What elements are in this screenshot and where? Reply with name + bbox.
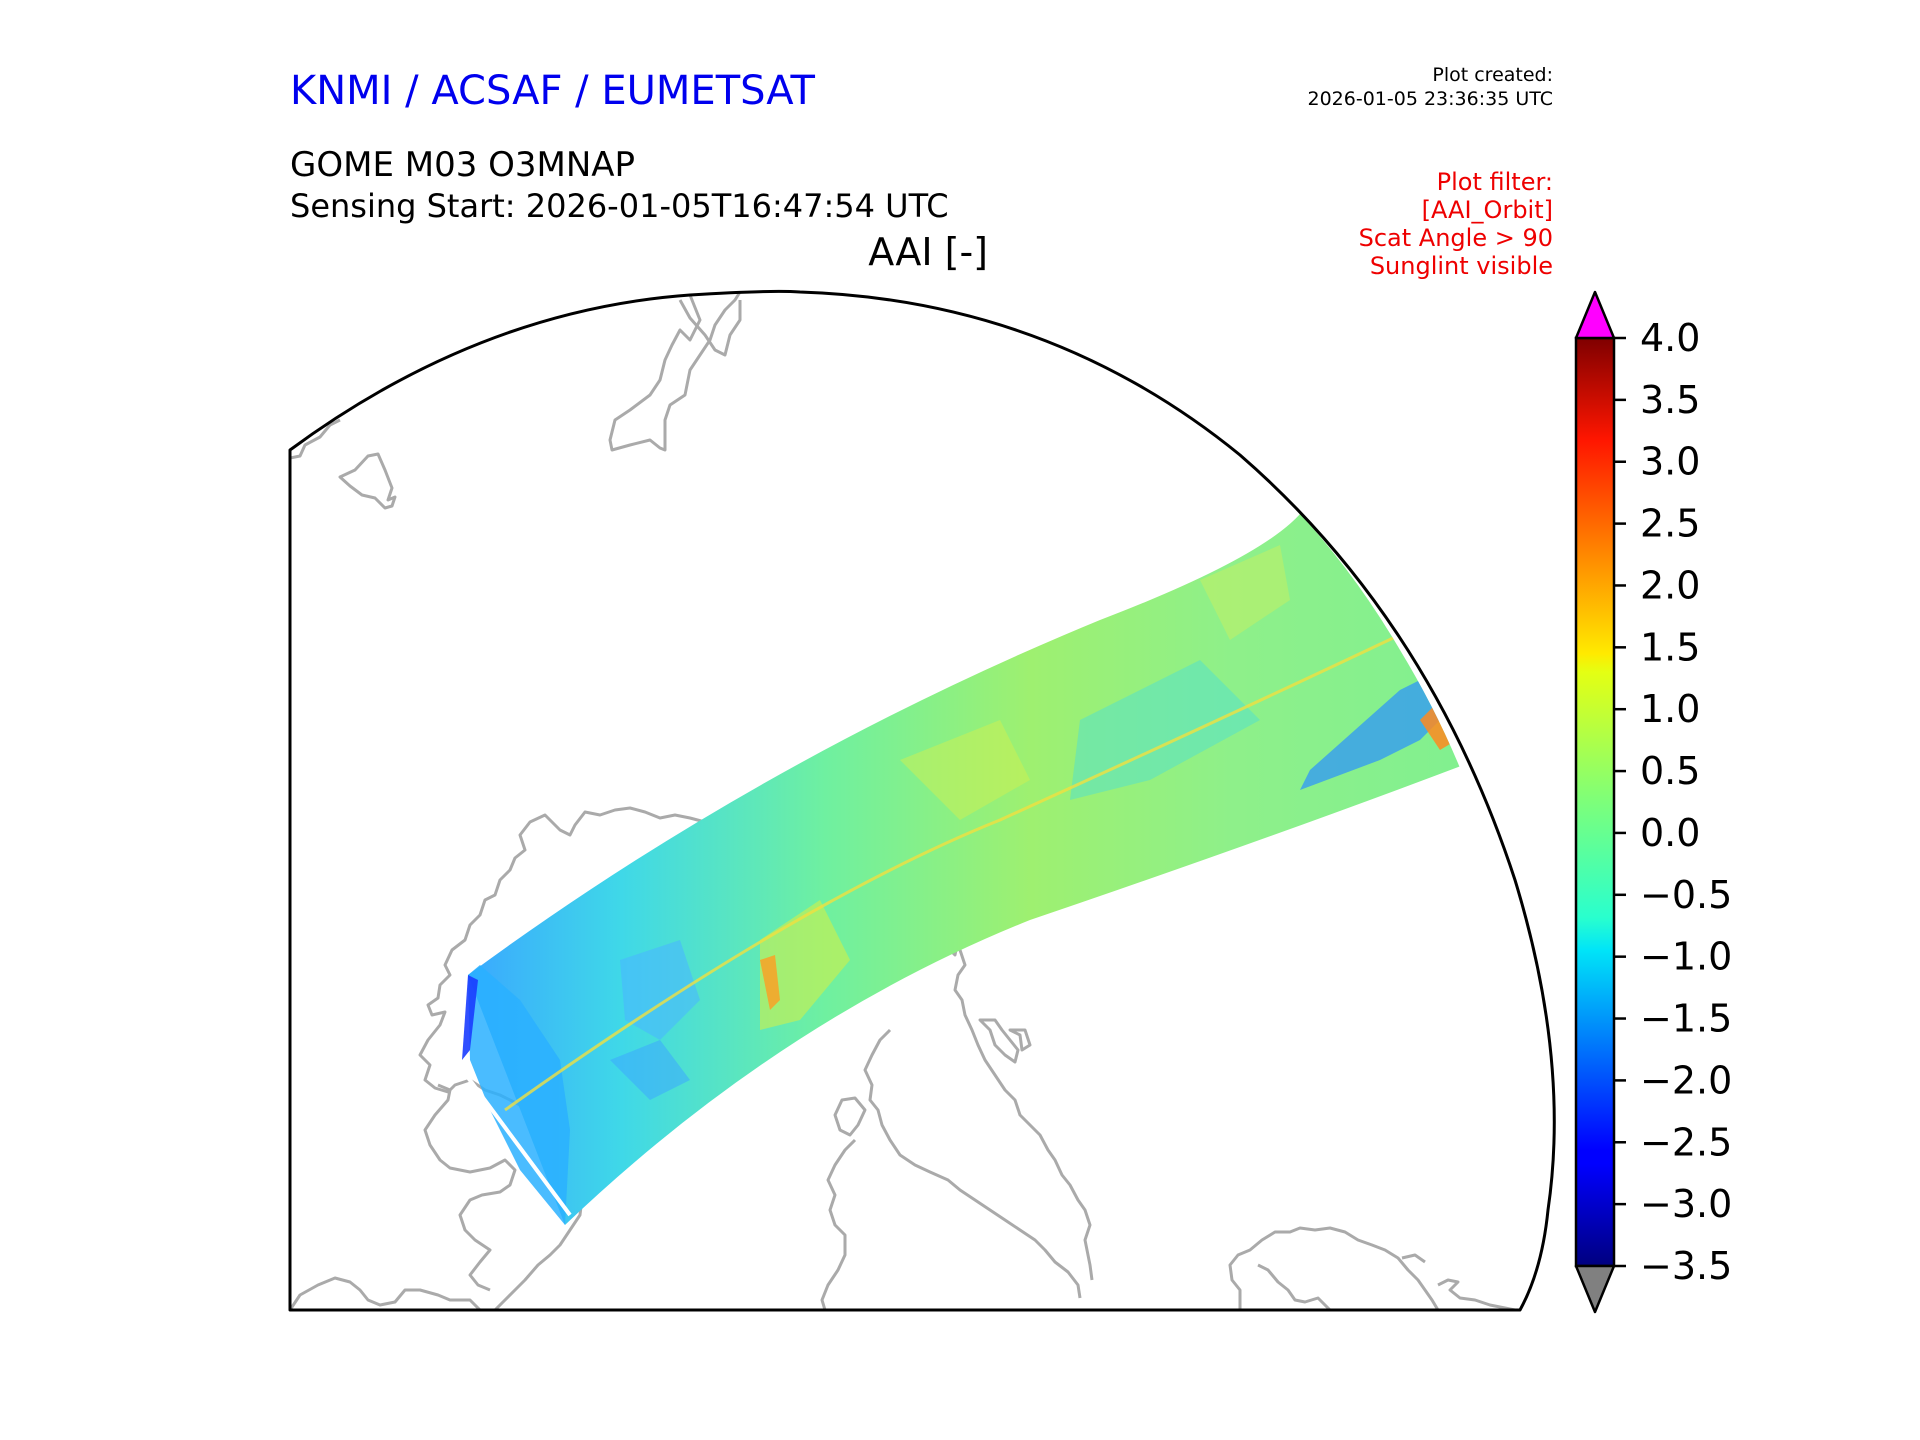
plot-filter-line-2: [AAI_Orbit] bbox=[1421, 196, 1553, 224]
colorbar-tick-label: 2.5 bbox=[1640, 502, 1700, 546]
colorbar-gradient bbox=[1574, 336, 1616, 1268]
coastline-southeast-inner bbox=[1257, 1263, 1332, 1310]
agency-title: KNMI / ACSAF / EUMETSAT bbox=[290, 68, 815, 114]
swath-blue-patch-2 bbox=[610, 1040, 690, 1100]
coastline-peninsula-west bbox=[423, 1083, 517, 1292]
colorbar-under-triangle bbox=[1574, 1264, 1616, 1314]
plot-filter-line-3: Scat Angle > 90 bbox=[1358, 224, 1553, 252]
swath-center-stripe bbox=[504, 628, 1411, 1112]
swath-yellow-patch-2 bbox=[900, 720, 1030, 820]
swath-blue-patch-1 bbox=[620, 940, 700, 1040]
swath-yellow-patch-1 bbox=[760, 900, 850, 1030]
colorbar-tick-label: 1.0 bbox=[1640, 687, 1700, 731]
swath-east-blue bbox=[1300, 670, 1460, 790]
coastline-island-north bbox=[608, 291, 742, 452]
plot-filter-line-1: Plot filter: bbox=[1436, 168, 1553, 196]
colorbar-ticks: 4.0 3.5 3.0 2.5 2.0 1.5 1.0 0.5 0.0 −0.5 −1.0 −1.5 −… bbox=[1614, 316, 1732, 1288]
coastline-peninsula-south bbox=[820, 1138, 857, 1310]
sensing-start: Sensing Start: 2026-01-05T16:47:54 UTC bbox=[290, 187, 949, 225]
plot-created-label: Plot created: bbox=[1432, 64, 1553, 86]
aai-swath bbox=[453, 508, 1490, 1225]
colorbar-tick-label: 3.0 bbox=[1640, 440, 1700, 484]
colorbar-tick-label: −1.5 bbox=[1640, 997, 1732, 1041]
plot-filter-line-4: Sunglint visible bbox=[1369, 252, 1553, 280]
colorbar-tick-label: −0.5 bbox=[1640, 873, 1732, 917]
parameter-label: AAI [-] bbox=[868, 230, 988, 274]
coastline-islands-mid bbox=[978, 1018, 1032, 1064]
colorbar-tick-label: 3.5 bbox=[1640, 378, 1700, 422]
map-frame bbox=[288, 289, 1556, 1312]
colorbar-tick-label: 1.5 bbox=[1640, 625, 1700, 669]
coastline-southwest bbox=[290, 1276, 482, 1310]
coastline-northwest-corner bbox=[290, 418, 341, 460]
coastline-east-line bbox=[1401, 1253, 1426, 1264]
colorbar-tick-label: −3.0 bbox=[1640, 1182, 1732, 1226]
swath-band bbox=[468, 508, 1490, 1225]
swath-orange-spots bbox=[760, 955, 780, 1010]
swath-blue-west bbox=[468, 965, 570, 1225]
coastline-island-west bbox=[338, 452, 397, 510]
colorbar-tick-label: −3.5 bbox=[1640, 1244, 1732, 1288]
colorbar-tick-label: −1.0 bbox=[1640, 935, 1732, 979]
colorbar-tick-label: 0.5 bbox=[1640, 749, 1700, 793]
coastline-inlet-1 bbox=[833, 1096, 867, 1137]
coastline-island-small-north bbox=[678, 299, 742, 357]
colorbar-tick-label: 2.0 bbox=[1640, 563, 1700, 607]
plot-created-time: 2026-01-05 23:36:35 UTC bbox=[1307, 88, 1554, 110]
colorbar-tick-label: −2.5 bbox=[1640, 1120, 1732, 1164]
swath-yellow-patch-3 bbox=[1200, 545, 1290, 640]
coastline-central-south bbox=[863, 1028, 1082, 1299]
colorbar-tick-label: 4.0 bbox=[1640, 316, 1700, 360]
product-title: GOME M03 O3MNAP bbox=[290, 145, 636, 185]
coastline-southeast bbox=[1228, 1226, 1440, 1310]
colorbar: 4.0 3.5 3.0 2.5 2.0 1.5 1.0 0.5 0.0 −0.5 −1.0 −1.5 −… bbox=[1574, 290, 1732, 1314]
swath-darkblue-edge bbox=[462, 975, 478, 1060]
colorbar-over-triangle bbox=[1574, 290, 1616, 340]
colorbar-tick-label: −2.0 bbox=[1640, 1058, 1732, 1102]
colorbar-tick-label: 0.0 bbox=[1640, 811, 1700, 855]
coastline-far-southeast bbox=[1437, 1278, 1516, 1310]
swath-gap bbox=[453, 1058, 572, 1217]
